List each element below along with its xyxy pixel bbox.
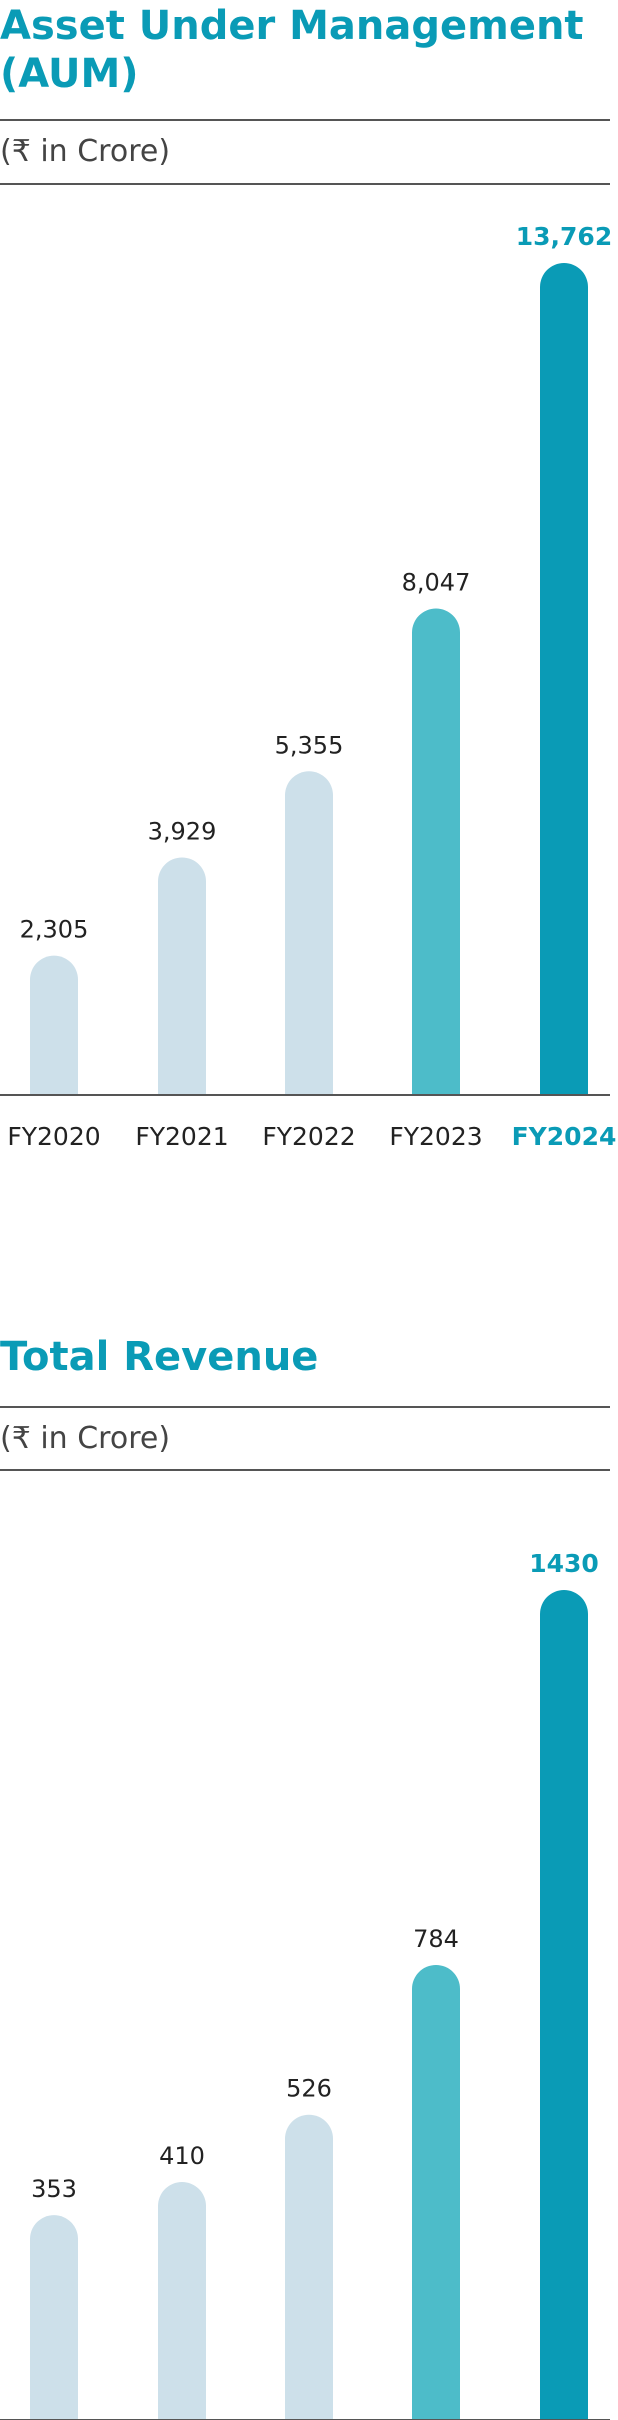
aum-bar-fy2021: [158, 857, 206, 1095]
revenue-bar-chart: 353FY2020410FY2021526FY2022784FY20231430…: [0, 1549, 610, 2420]
aum-title-rule: [0, 119, 610, 121]
revenue-value-label-fy2023: 784: [413, 1925, 459, 1953]
aum-unit-label: (₹ in Crore): [0, 134, 171, 169]
aum-bar-fy2024: [540, 263, 588, 1095]
revenue-bar-fy2024: [540, 1590, 588, 2420]
revenue-value-label-fy2024: 1430: [529, 1549, 599, 1578]
aum-bar-chart: 2,305 FY2020 3,929 FY2021 5,355 FY2022 8,047 FY…: [0, 222, 617, 1151]
revenue-value-label-fy2021: 410: [159, 2142, 205, 2170]
aum-category-label-fy2020: FY2020: [7, 1122, 100, 1151]
aum-category-label-fy2021: FY2021: [135, 1122, 228, 1151]
aum-value-label-fy2024: 13,762: [516, 222, 612, 251]
aum-bar-fy2020: [30, 955, 78, 1095]
aum-bar-fy2022: [285, 771, 333, 1095]
revenue-title-rule: [0, 1406, 610, 1408]
revenue-value-label-fy2022: 526: [286, 2075, 332, 2103]
revenue-chart-title: Total Revenue: [0, 1334, 319, 1380]
revenue-bar-fy2023: [412, 1964, 460, 2420]
revenue-bar-fy2021: [158, 2182, 206, 2420]
aum-unit-rule: [0, 183, 610, 185]
aum-value-label-fy2023: 8,047: [402, 569, 471, 597]
revenue-value-label-fy2020: 353: [31, 2175, 77, 2203]
aum-value-label-fy2022: 5,355: [275, 731, 344, 759]
revenue-bar-fy2022: [285, 2114, 333, 2420]
aum-chart-panel: Asset Under Management (AUM) (₹ in Crore…: [0, 0, 616, 1151]
revenue-bar-fy2020: [30, 2215, 78, 2420]
aum-value-label-fy2021: 3,929: [148, 817, 217, 845]
aum-category-label-fy2023: FY2023: [389, 1122, 482, 1151]
aum-bar-fy2023: [412, 608, 460, 1095]
revenue-unit-rule: [0, 1469, 610, 1471]
aum-chart-title: Asset Under Management (AUM): [0, 3, 584, 97]
revenue-chart-panel: Total Revenue (₹ in Crore) 353FY2020410F…: [0, 1300, 610, 2420]
aum-value-label-fy2020: 2,305: [20, 916, 89, 944]
revenue-unit-label: (₹ in Crore): [0, 1421, 171, 1456]
aum-category-label-fy2022: FY2022: [262, 1122, 355, 1151]
aum-category-label-fy2024: FY2024: [512, 1122, 617, 1151]
